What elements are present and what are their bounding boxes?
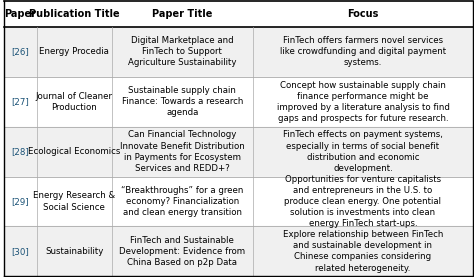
Bar [4, 27, 474, 77]
Text: Explore relationship between FinTech
and sustainable development in
Chinese comp: Explore relationship between FinTech and… [283, 230, 443, 273]
Text: Sustainable supply chain
Finance: Towards a research
agenda: Sustainable supply chain Finance: Toward… [121, 86, 243, 117]
Text: Concept how sustainable supply chain
finance performance might be
improved by a : Concept how sustainable supply chain fin… [276, 81, 449, 123]
Text: Ecological Economics: Ecological Economics [28, 147, 120, 156]
Text: Energy Procedia: Energy Procedia [39, 47, 109, 56]
Text: Journal of Cleaner
Production: Journal of Cleaner Production [36, 92, 113, 112]
Text: [29]: [29] [11, 197, 29, 206]
Text: FinTech and Sustainable
Development: Evidence from
China Based on p2p Data: FinTech and Sustainable Development: Evi… [119, 236, 246, 267]
Text: “Breakthroughs” for a green
economy? Financialization
and clean energy transitio: “Breakthroughs” for a green economy? Fin… [121, 186, 244, 217]
Text: Opportunities for venture capitalists
and entrepreneurs in the U.S. to
produce c: Opportunities for venture capitalists an… [284, 175, 441, 228]
Bar [4, 226, 474, 276]
Text: Paper Title: Paper Title [152, 9, 212, 19]
Text: Focus: Focus [347, 9, 379, 19]
Text: FinTech effects on payment systems,
especially in terms of social benefit
distri: FinTech effects on payment systems, espe… [283, 130, 443, 173]
Text: Sustainability: Sustainability [45, 247, 103, 256]
Text: Publication Title: Publication Title [29, 9, 119, 19]
Text: Digital Marketplace and
FinTech to Support
Agriculture Sustainability: Digital Marketplace and FinTech to Suppo… [128, 36, 237, 67]
Text: [30]: [30] [11, 247, 29, 256]
Bar [4, 127, 474, 176]
Text: [28]: [28] [11, 147, 29, 156]
Text: Can Financial Technology
Innovate Benefit Distribution
in Payments for Ecosystem: Can Financial Technology Innovate Benefi… [120, 130, 245, 173]
Bar [4, 1, 474, 27]
Text: Energy Research &
Social Science: Energy Research & Social Science [33, 191, 115, 212]
Text: FinTech offers farmers novel services
like crowdfunding and digital payment
syst: FinTech offers farmers novel services li… [280, 36, 446, 67]
Text: [26]: [26] [11, 47, 29, 56]
Bar [4, 77, 474, 127]
Text: [27]: [27] [11, 97, 29, 106]
Text: Paper: Paper [4, 9, 36, 19]
Bar [4, 176, 474, 226]
